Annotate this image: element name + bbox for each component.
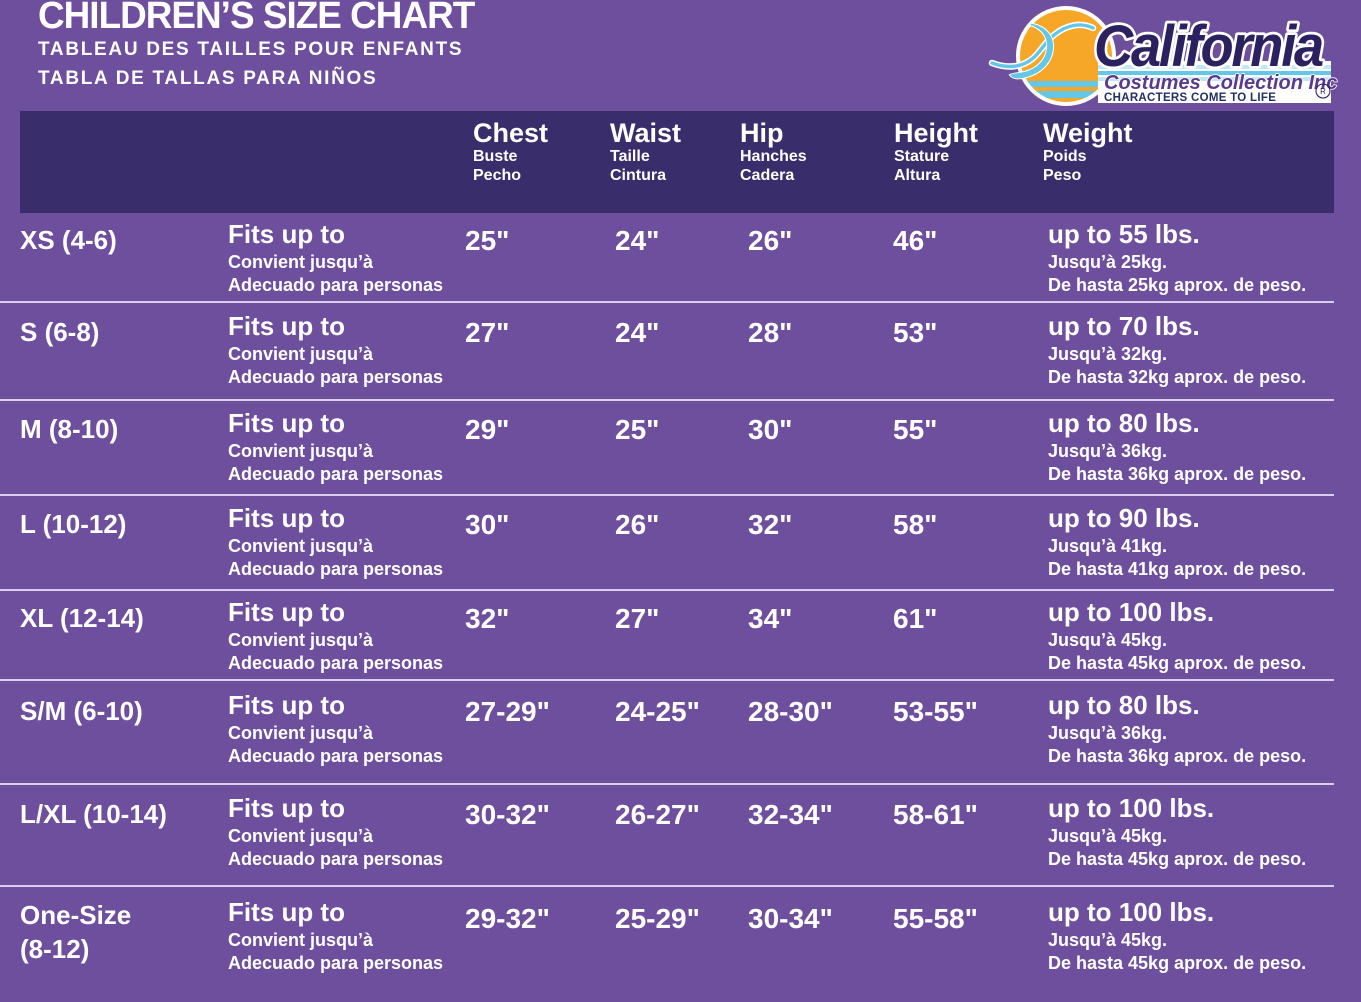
svg-text:CHARACTERS COME TO LIFE: CHARACTERS COME TO LIFE	[1104, 92, 1276, 104]
svg-text:Costumes Collection Inc: Costumes Collection Inc	[1104, 72, 1337, 94]
svg-text:R: R	[1320, 87, 1326, 96]
svg-text:California: California	[1094, 14, 1323, 79]
